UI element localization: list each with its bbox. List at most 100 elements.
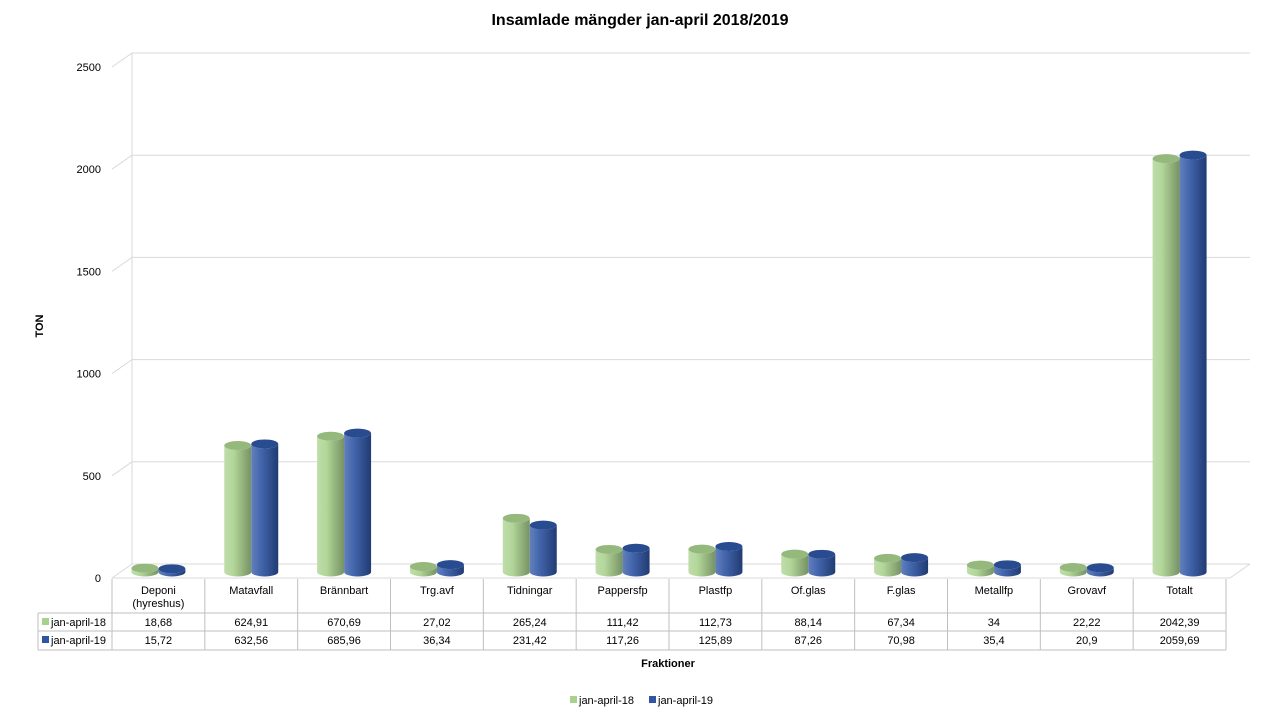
data-label: 624,91 bbox=[234, 617, 268, 629]
bar-top bbox=[1179, 150, 1207, 160]
bar bbox=[808, 549, 836, 577]
data-label: 632,56 bbox=[234, 635, 268, 647]
chart-title: Insamlade mängder jan-april 2018/2019 bbox=[491, 12, 789, 29]
bar-top bbox=[1152, 154, 1180, 164]
bar-top bbox=[993, 560, 1021, 570]
bar bbox=[966, 560, 994, 577]
bar-top bbox=[622, 543, 650, 553]
bar bbox=[317, 431, 345, 577]
bar-body bbox=[224, 445, 252, 577]
bar-top bbox=[808, 549, 836, 559]
y-tick-label: 1000 bbox=[77, 369, 101, 381]
bar-body bbox=[1179, 155, 1207, 577]
table-legend-key bbox=[42, 636, 49, 643]
bar bbox=[131, 563, 159, 577]
bar bbox=[251, 439, 279, 577]
x-tick-label: Plastfp bbox=[699, 585, 733, 597]
bar-body bbox=[502, 518, 530, 577]
data-label: 112,73 bbox=[699, 617, 732, 629]
bar-top bbox=[901, 553, 929, 563]
x-tick-label: F.glas bbox=[887, 585, 916, 597]
bar-top bbox=[251, 439, 279, 449]
data-label: 231,42 bbox=[513, 635, 547, 647]
bar bbox=[688, 544, 716, 577]
bar-top bbox=[224, 441, 252, 451]
bar bbox=[1086, 563, 1114, 577]
data-label: 20,9 bbox=[1076, 635, 1097, 647]
x-tick-label: Grovavf bbox=[1067, 585, 1106, 597]
bar-body bbox=[966, 565, 994, 577]
bar bbox=[224, 441, 252, 577]
bar bbox=[595, 544, 623, 577]
data-label: 670,69 bbox=[327, 617, 361, 629]
bar-top bbox=[781, 549, 809, 559]
data-label: 685,96 bbox=[327, 635, 361, 647]
bar bbox=[715, 542, 743, 577]
bar-body bbox=[781, 554, 809, 577]
bar-top bbox=[874, 553, 902, 563]
bar-body bbox=[1059, 567, 1087, 577]
y-axis-label: TON bbox=[34, 314, 46, 337]
bar-top bbox=[436, 560, 464, 570]
x-tick-label: Tidningar bbox=[507, 585, 553, 597]
data-label: 125,89 bbox=[699, 635, 733, 647]
bar-body bbox=[901, 557, 929, 577]
bar bbox=[158, 564, 186, 577]
bar-body bbox=[622, 548, 650, 577]
bar-body bbox=[317, 436, 345, 577]
x-tick-label: Metallfp bbox=[975, 585, 1014, 597]
x-tick-label: (hyreshus) bbox=[132, 598, 184, 610]
data-label: 15,72 bbox=[145, 635, 173, 647]
bar-body bbox=[251, 443, 279, 577]
table-series-name: jan-april-19 bbox=[50, 635, 106, 647]
bar bbox=[1059, 563, 1087, 577]
y-tick-label: 2500 bbox=[77, 62, 101, 74]
bar bbox=[993, 560, 1021, 577]
bar-top bbox=[715, 542, 743, 552]
data-label: 265,24 bbox=[513, 617, 547, 629]
table-legend-key bbox=[42, 618, 49, 625]
bar-body bbox=[595, 549, 623, 577]
bar bbox=[436, 560, 464, 577]
legend-key bbox=[649, 696, 656, 703]
bar-body bbox=[436, 564, 464, 577]
legend-label: jan-april-18 bbox=[578, 695, 634, 707]
x-tick-label: Of.glas bbox=[791, 585, 826, 597]
bar-top bbox=[131, 563, 159, 573]
bar-top bbox=[1086, 563, 1114, 573]
data-label: 88,14 bbox=[794, 617, 822, 629]
data-label: 22,22 bbox=[1073, 617, 1101, 629]
bar-top bbox=[1059, 563, 1087, 573]
x-tick-label: Pappersfp bbox=[598, 585, 648, 597]
bar-body bbox=[1086, 567, 1114, 577]
data-label: 36,34 bbox=[423, 635, 451, 647]
bar bbox=[1179, 150, 1207, 577]
data-label: 117,26 bbox=[606, 635, 639, 647]
bar bbox=[622, 543, 650, 577]
x-tick-label: Trg.avf bbox=[420, 585, 455, 597]
gridline-side bbox=[111, 52, 133, 68]
data-label: 2059,69 bbox=[1160, 635, 1200, 647]
x-axis-label: Fraktioner bbox=[641, 658, 696, 670]
bar-body bbox=[131, 568, 159, 577]
bar-body bbox=[808, 554, 836, 577]
x-tick-label: Brännbart bbox=[320, 585, 368, 597]
gridline-side bbox=[111, 256, 133, 272]
bar-top bbox=[344, 428, 372, 438]
x-tick-label: Totalt bbox=[1166, 585, 1192, 597]
gridline-side bbox=[111, 359, 133, 375]
bar-body bbox=[874, 558, 902, 577]
bar bbox=[901, 553, 929, 577]
floor-edge-side bbox=[1229, 563, 1251, 579]
bar bbox=[1152, 154, 1180, 577]
data-label: 67,34 bbox=[887, 617, 915, 629]
y-tick-label: 500 bbox=[83, 471, 101, 483]
bar-body bbox=[344, 433, 372, 577]
data-label: 35,4 bbox=[983, 635, 1004, 647]
bar-body bbox=[409, 566, 437, 577]
data-label: 27,02 bbox=[423, 617, 451, 629]
bar-body bbox=[529, 525, 557, 577]
gridline-side bbox=[111, 563, 133, 579]
bar-body bbox=[158, 568, 186, 577]
